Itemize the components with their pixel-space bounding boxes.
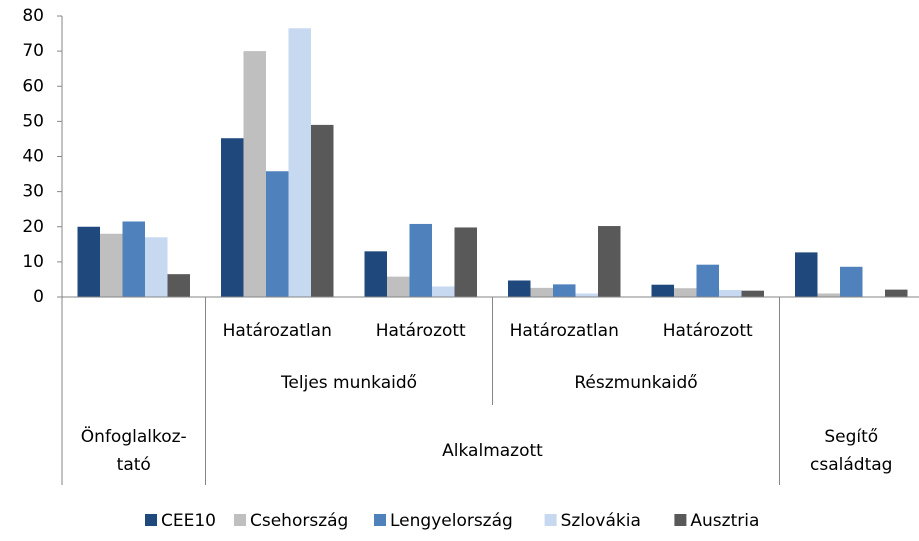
legend-label: Szlovákia bbox=[561, 511, 641, 531]
bar bbox=[885, 289, 908, 297]
legend-swatch bbox=[234, 514, 246, 526]
legend-label: Ausztria bbox=[690, 511, 759, 531]
bar bbox=[553, 284, 576, 297]
bar bbox=[77, 226, 100, 297]
bar bbox=[221, 138, 244, 297]
x-tick-label: Határozatlan bbox=[510, 321, 619, 341]
y-tick-label: 10 bbox=[22, 252, 44, 272]
legend-swatch bbox=[374, 514, 386, 526]
bar bbox=[167, 274, 190, 297]
y-tick-label: 30 bbox=[22, 182, 44, 202]
legend-label: Lengyelország bbox=[390, 511, 513, 531]
bar bbox=[454, 227, 477, 297]
x-group-label: Segítő családtag bbox=[810, 427, 892, 475]
y-tick-label: 60 bbox=[22, 76, 44, 96]
bar bbox=[364, 251, 387, 297]
bar bbox=[817, 293, 840, 297]
x-tick-label: Határozott bbox=[376, 321, 466, 341]
legend-label: Csehország bbox=[250, 511, 348, 531]
x-group-label: Alkalmazott bbox=[442, 441, 543, 461]
bar bbox=[145, 237, 168, 297]
bar bbox=[795, 252, 818, 297]
bar bbox=[696, 264, 719, 297]
bar bbox=[409, 223, 432, 297]
bar bbox=[243, 51, 266, 297]
bar bbox=[432, 286, 455, 297]
legend-swatch bbox=[145, 514, 157, 526]
y-tick-label: 20 bbox=[22, 217, 44, 237]
y-tick-label: 40 bbox=[22, 147, 44, 167]
y-tick-label: 70 bbox=[22, 41, 44, 61]
x-tick-label: Határozatlan bbox=[223, 321, 332, 341]
y-tick-label: 0 bbox=[33, 287, 44, 307]
x-group-label: Önfoglalkoz-tató bbox=[81, 425, 187, 475]
bar bbox=[651, 284, 674, 297]
bar bbox=[598, 226, 621, 297]
bar bbox=[288, 28, 311, 297]
bar bbox=[719, 289, 742, 297]
bar bbox=[508, 280, 531, 297]
legend-label: CEE10 bbox=[161, 511, 216, 531]
bar bbox=[387, 276, 410, 297]
bar bbox=[100, 233, 123, 297]
bar bbox=[674, 288, 697, 297]
bar bbox=[266, 171, 289, 297]
y-tick-label: 80 bbox=[22, 6, 44, 26]
y-tick-label: 50 bbox=[22, 111, 44, 131]
legend-swatch bbox=[674, 514, 687, 526]
x-group-label: Részmunkaidő bbox=[574, 373, 697, 393]
bar bbox=[840, 266, 863, 297]
bar bbox=[122, 221, 145, 297]
bar bbox=[741, 290, 764, 297]
bar bbox=[530, 287, 553, 297]
legend-swatch bbox=[544, 514, 557, 526]
x-group-label: Teljes munkaidő bbox=[280, 373, 417, 393]
bar bbox=[311, 124, 334, 297]
x-tick-label: Határozott bbox=[663, 321, 753, 341]
bar bbox=[575, 293, 598, 297]
